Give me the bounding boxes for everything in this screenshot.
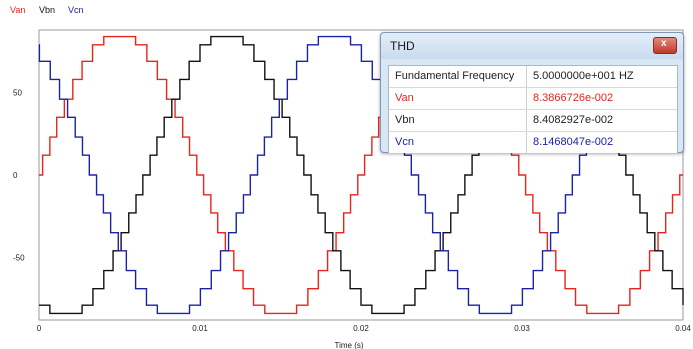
chart-legend: Van Vbn Vcn <box>10 5 84 15</box>
thd-row-label: Van <box>395 92 414 104</box>
thd-row-value: 5.0000000e+001 HZ <box>533 70 634 82</box>
y-tick-label: -50 <box>13 253 25 262</box>
x-axis-label: Time (s) <box>334 341 363 349</box>
thd-row: Vcn 8.1468047e-002 <box>389 132 677 153</box>
thd-row-label: Vbn <box>395 114 415 126</box>
thd-row-value: 8.3866726e-002 <box>533 92 614 104</box>
series-line-vcn <box>38 35 683 315</box>
legend-item-vcn: Vcn <box>68 5 84 15</box>
close-icon: x <box>661 38 667 49</box>
y-tick-label: 0 <box>13 171 18 180</box>
x-tick-label: 0 <box>37 324 42 333</box>
thd-window[interactable]: THD x Fundamental Frequency 5.0000000e+0… <box>380 32 684 153</box>
y-tick-label: 50 <box>13 89 22 98</box>
thd-title: THD <box>390 39 415 53</box>
close-button[interactable]: x <box>653 37 677 54</box>
thd-row: Van 8.3866726e-002 <box>389 88 677 110</box>
thd-row: Fundamental Frequency 5.0000000e+001 HZ <box>389 66 677 88</box>
thd-row: Vbn 8.4082927e-002 <box>389 110 677 132</box>
thd-titlebar[interactable]: THD x <box>381 33 683 59</box>
x-tick-label: 0.02 <box>353 324 369 333</box>
thd-row-label: Vcn <box>395 136 414 148</box>
thd-row-value: 8.4082927e-002 <box>533 114 614 126</box>
thd-table: Fundamental Frequency 5.0000000e+001 HZ … <box>388 65 678 153</box>
thd-row-value: 8.1468047e-002 <box>533 136 614 148</box>
x-tick-label: 0.01 <box>192 324 208 333</box>
legend-item-van: Van <box>10 5 25 15</box>
series-line-van <box>39 35 683 315</box>
legend-item-vbn: Vbn <box>39 5 55 15</box>
x-tick-label: 0.04 <box>675 324 691 333</box>
thd-row-label: Fundamental Frequency <box>395 70 515 82</box>
x-tick-label: 0.03 <box>514 324 530 333</box>
